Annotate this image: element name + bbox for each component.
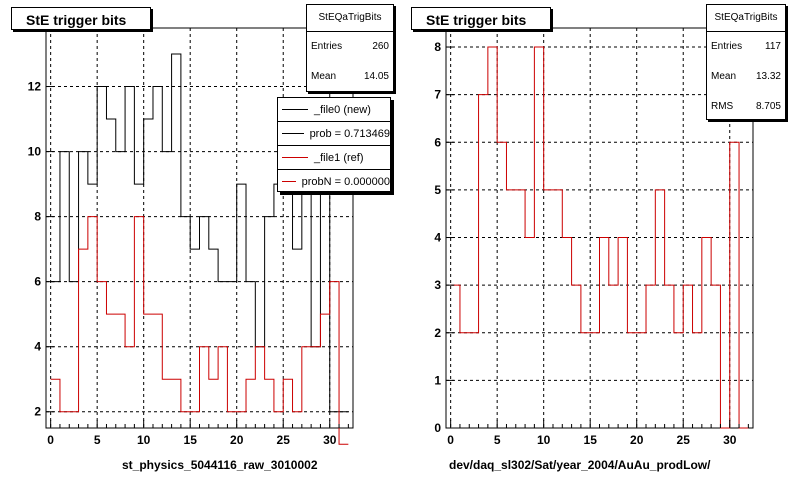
legend-entry-file0: _file0 (new) [278,98,390,122]
right-title: StE trigger bits [426,12,527,28]
left-ytick-label-1: 4 [34,340,41,354]
right-stats-entries-row: Entries 117 [707,32,785,62]
legend-label-file0: _file0 (new) [314,103,371,116]
left-xtick-label-2: 10 [137,433,151,447]
right-stats-name: StEQaTrigBits [707,5,785,32]
right-ytick-label-6: 6 [434,135,441,149]
right-ytick-label-0: 0 [434,421,441,435]
right-stats-mean-label: Mean [711,71,737,82]
legend-entry-file1: _file1 (ref) [278,146,390,170]
left-xtick-label-6: 30 [323,433,337,447]
right-xtick-label-1: 5 [494,433,501,447]
right-series-0 [450,46,749,429]
right-ytick-label-7: 7 [434,88,441,102]
right-stats-rms-label: RMS [711,101,734,112]
left-stats-entries-value: 260 [372,41,389,52]
right-stats-mean-value: 13.32 [755,71,781,82]
left-stats-mean-value: 14.05 [363,71,389,82]
left-xtick-label-1: 5 [94,433,101,447]
right-title-box: StE trigger bits [411,7,551,30]
right-xtick-label-3: 15 [584,433,598,447]
right-stats-entries-value: 117 [765,41,781,52]
left-series-0 [50,53,349,413]
left-title: StE trigger bits [26,12,127,28]
left-ytick-label-4: 10 [28,145,42,159]
right-ytick-label-4: 4 [434,231,441,245]
right-stats-box: StEQaTrigBits Entries 117 Mean 13.32 RMS… [706,4,786,120]
right-stats-rms-value: 8.705 [755,101,781,112]
left-xlabel: st_physics_5044116_raw_3010002 [122,458,318,472]
right-xlabel: dev/daq_sl302/Sat/year_2004/AuAu_prodLow… [449,458,711,472]
legend-line-probn [282,181,296,182]
right-stats-rms-row: RMS 8.705 [707,92,785,119]
left-xtick-label-0: 0 [47,433,54,447]
legend-label-probn: probN = 0.000000 [301,175,390,188]
left-stats-name: StEQaTrigBits [307,5,393,32]
legend-line-prob [282,133,304,134]
right-ytick-label-3: 3 [434,278,441,292]
right-xtick-label-4: 20 [630,433,644,447]
left-ytick-label-5: 12 [28,80,42,94]
left-stats-entries-row: Entries 260 [307,32,393,62]
left-ytick-label-2: 6 [34,275,41,289]
left-xtick-label-5: 25 [277,433,291,447]
right-xtick-label-6: 30 [723,433,737,447]
left-xtick-label-4: 20 [230,433,244,447]
legend-line-file1 [282,157,308,158]
left-xtick-label-3: 15 [184,433,198,447]
legend-line-file0 [282,109,308,110]
right-ytick-label-5: 5 [434,183,441,197]
right-xtick-label-0: 0 [447,433,454,447]
left-stats-mean-label: Mean [311,71,337,82]
legend-label-prob: prob = 0.713469 [309,127,390,140]
right-ytick-label-1: 1 [434,373,441,387]
left-stats-box: StEQaTrigBits Entries 260 Mean 14.05 [306,4,394,92]
right-xtick-label-2: 10 [537,433,551,447]
left-ytick-label-3: 8 [34,210,41,224]
right-stats-mean-row: Mean 13.32 [707,62,785,92]
right-stats-entries-label: Entries [711,41,743,52]
left-stats-mean-row: Mean 14.05 [307,62,393,91]
left-series-1 [50,216,349,445]
legend-label-file1: _file1 (ref) [314,151,364,164]
left-title-box: StE trigger bits [11,7,151,30]
right-ytick-label-2: 2 [434,326,441,340]
legend-entry-probn: probN = 0.000000 [278,170,390,191]
right-ytick-label-8: 8 [434,40,441,54]
right-xtick-label-5: 25 [677,433,691,447]
left-legend: _file0 (new) prob = 0.713469 _file1 (ref… [277,97,391,192]
left-ytick-label-0: 2 [34,405,41,419]
legend-entry-prob: prob = 0.713469 [278,122,390,146]
left-stats-entries-label: Entries [311,41,343,52]
